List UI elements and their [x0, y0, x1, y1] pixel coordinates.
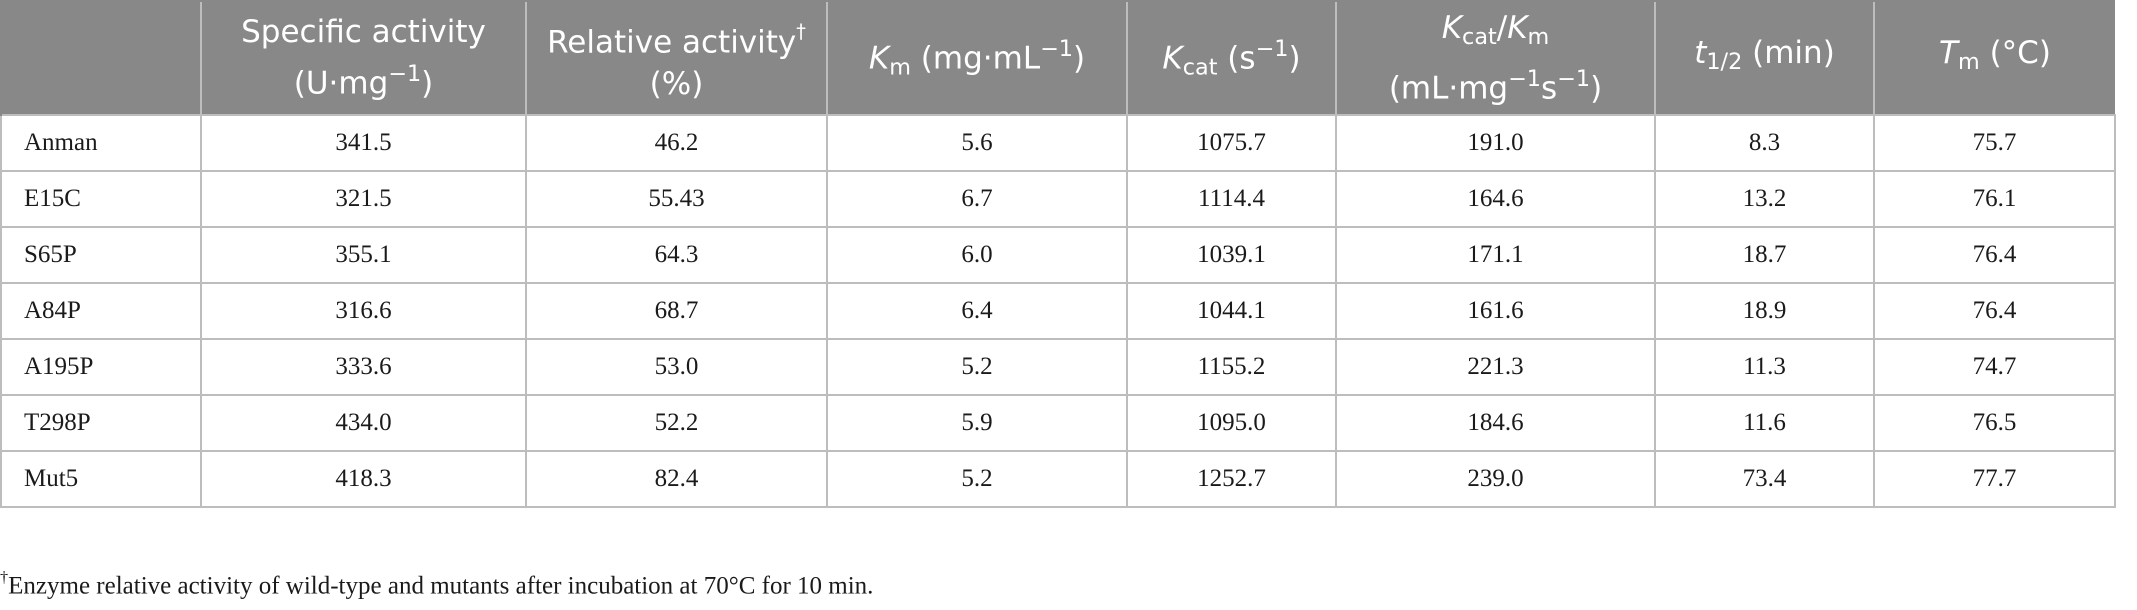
- header-sample: [0, 0, 201, 115]
- table-row: Anman 341.5 46.2 5.6 1075.7 191.0 8.3 75.7: [0, 114, 2116, 172]
- header-tm: Tm (°C): [1873, 0, 2115, 115]
- table-cell: 64.3: [525, 226, 828, 284]
- table-cell: 11.3: [1654, 338, 1875, 396]
- row-label: A84P: [0, 282, 202, 340]
- table-cell: 76.1: [1873, 170, 2116, 228]
- table-cell: 1252.7: [1126, 450, 1337, 508]
- table-row: E15C 321.5 55.43 6.7 1114.4 164.6 13.2 76.1: [0, 170, 2116, 228]
- table-footnote: †Enzyme relative activity of wild-type a…: [0, 568, 874, 600]
- row-label: Anman: [0, 114, 202, 172]
- table-cell: 74.7: [1873, 338, 2116, 396]
- row-label: E15C: [0, 170, 202, 228]
- row-label: Mut5: [0, 450, 202, 508]
- table-cell: 5.6: [826, 114, 1128, 172]
- table-cell: 75.7: [1873, 114, 2116, 172]
- table-cell: 164.6: [1335, 170, 1656, 228]
- table-cell: 5.2: [826, 338, 1128, 396]
- table-row: S65P 355.1 64.3 6.0 1039.1 171.1 18.7 76.4: [0, 226, 2116, 284]
- header-row: Specific activity (U·mg−1) Relative acti…: [0, 0, 2115, 115]
- row-label: A195P: [0, 338, 202, 396]
- table-cell: 1039.1: [1126, 226, 1337, 284]
- header-relative-activity: Relative activity† (%): [525, 0, 827, 115]
- header-kcat: Kcat (s−1): [1126, 0, 1336, 115]
- table-cell: 316.6: [200, 282, 527, 340]
- table-cell: 6.7: [826, 170, 1128, 228]
- table-cell: 221.3: [1335, 338, 1656, 396]
- table-cell: 8.3: [1654, 114, 1875, 172]
- header-specific-activity: Specific activity (U·mg−1): [200, 0, 526, 115]
- table-cell: 191.0: [1335, 114, 1656, 172]
- table-cell: 434.0: [200, 394, 527, 452]
- table-row: Mut5 418.3 82.4 5.2 1252.7 239.0 73.4 77.7: [0, 450, 2116, 508]
- table-cell: 184.6: [1335, 394, 1656, 452]
- table-cell: 171.1: [1335, 226, 1656, 284]
- table-cell: 82.4: [525, 450, 828, 508]
- enzyme-kinetics-table: Specific activity (U·mg−1) Relative acti…: [0, 0, 2116, 508]
- table-cell: 11.6: [1654, 394, 1875, 452]
- table-cell: 76.4: [1873, 226, 2116, 284]
- table-cell: 6.0: [826, 226, 1128, 284]
- table-cell: 5.9: [826, 394, 1128, 452]
- table-cell: 341.5: [200, 114, 527, 172]
- table-cell: 68.7: [525, 282, 828, 340]
- table-cell: 161.6: [1335, 282, 1656, 340]
- table-cell: 1155.2: [1126, 338, 1337, 396]
- table-cell: 46.2: [525, 114, 828, 172]
- table-cell: 6.4: [826, 282, 1128, 340]
- table-cell: 1114.4: [1126, 170, 1337, 228]
- table-cell: 5.2: [826, 450, 1128, 508]
- data-table-container: Specific activity (U·mg−1) Relative acti…: [0, 0, 2116, 508]
- table-cell: 18.7: [1654, 226, 1875, 284]
- table-cell: 13.2: [1654, 170, 1875, 228]
- table-cell: 333.6: [200, 338, 527, 396]
- header-kcat-km: Kcat/Km (mL·mg−1s−1): [1335, 0, 1655, 115]
- header-km: Km (mg·mL−1): [826, 0, 1127, 115]
- table-cell: 355.1: [200, 226, 527, 284]
- row-label: T298P: [0, 394, 202, 452]
- table-row: A84P 316.6 68.7 6.4 1044.1 161.6 18.9 76.4: [0, 282, 2116, 340]
- table-cell: 53.0: [525, 338, 828, 396]
- table-cell: 73.4: [1654, 450, 1875, 508]
- row-label: S65P: [0, 226, 202, 284]
- table-cell: 1075.7: [1126, 114, 1337, 172]
- table-cell: 418.3: [200, 450, 527, 508]
- table-row: T298P 434.0 52.2 5.9 1095.0 184.6 11.6 76.5: [0, 394, 2116, 452]
- table-cell: 76.5: [1873, 394, 2116, 452]
- table-cell: 55.43: [525, 170, 828, 228]
- table-cell: 239.0: [1335, 450, 1656, 508]
- header-half-life: t1/2 (min): [1654, 0, 1874, 115]
- table-body: Anman 341.5 46.2 5.6 1075.7 191.0 8.3 75.7 E15C 3…: [0, 114, 2116, 508]
- table-cell: 76.4: [1873, 282, 2116, 340]
- table-cell: 77.7: [1873, 450, 2116, 508]
- table-cell: 1044.1: [1126, 282, 1337, 340]
- table-cell: 18.9: [1654, 282, 1875, 340]
- table-cell: 321.5: [200, 170, 527, 228]
- table-cell: 52.2: [525, 394, 828, 452]
- table-row: A195P 333.6 53.0 5.2 1155.2 221.3 11.3 74.7: [0, 338, 2116, 396]
- table-cell: 1095.0: [1126, 394, 1337, 452]
